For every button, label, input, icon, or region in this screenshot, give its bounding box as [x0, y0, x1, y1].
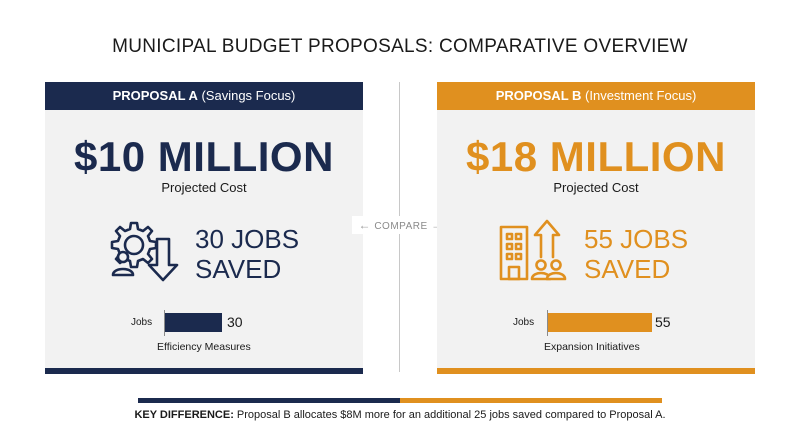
proposal-b-header: PROPOSAL B (Investment Focus) [437, 82, 755, 110]
proposal-a-bar-value: 30 [227, 314, 243, 330]
proposal-b-card: PROPOSAL B (Investment Focus) $18 MILLIO… [437, 82, 755, 374]
proposal-b-bar [548, 313, 652, 332]
building-people-up-arrow-icon [499, 219, 567, 281]
proposal-b-cost: $18 MILLION [466, 133, 726, 180]
proposal-a-focus: (Savings Focus) [201, 88, 296, 103]
proposal-b-jobs-line2: SAVED [584, 254, 671, 284]
proposal-b-jobs-bar: Jobs 55 [437, 310, 737, 336]
proposal-b-bar-value: 55 [655, 314, 671, 330]
proposal-b-bar-caption: Expansion Initiatives [544, 341, 640, 353]
proposal-a-card: PROPOSAL A (Savings Focus) $10 MILLION P… [45, 82, 363, 374]
proposal-a-bar-axis [164, 310, 165, 336]
key-difference-text: Proposal B allocates $8M more for an add… [233, 409, 666, 421]
proposal-b-cost-label: Projected Cost [553, 180, 639, 195]
proposal-a-jobs-line2: SAVED [195, 254, 282, 284]
proposal-a-bar [165, 313, 222, 332]
proposal-a-jobs: 30 JOBS SAVED [195, 224, 299, 284]
proposal-b-bar-axis [547, 310, 548, 336]
proposal-a-bottom-border [45, 368, 363, 374]
proposal-a-header: PROPOSAL A (Savings Focus) [45, 82, 363, 110]
proposal-b-bar-label: Jobs [513, 317, 535, 328]
key-difference-note: KEY DIFFERENCE: Proposal B allocates $8M… [0, 409, 800, 421]
left-arrow-icon: ← [358, 218, 372, 232]
proposal-b-name: PROPOSAL B [495, 88, 582, 103]
compare-label: ← COMPARE → [352, 216, 450, 234]
key-difference-bar-a [138, 398, 400, 403]
proposal-a-jobs-bar: Jobs 30 [45, 310, 345, 336]
proposal-b-jobs-line1: 55 JOBS [584, 224, 689, 254]
proposal-a-name: PROPOSAL A [112, 88, 198, 103]
proposal-a-jobs-line1: 30 JOBS [195, 224, 300, 254]
proposal-a-bar-label: Jobs [131, 317, 153, 328]
key-difference-label: KEY DIFFERENCE: [134, 409, 234, 421]
proposal-b-bottom-border [437, 368, 755, 374]
key-difference-bar-b [400, 398, 662, 403]
proposal-b-focus: (Investment Focus) [585, 88, 697, 103]
proposal-b-jobs: 55 JOBS SAVED [584, 224, 688, 284]
proposal-a-cost-label: Projected Cost [161, 180, 247, 195]
proposal-a-cost: $10 MILLION [74, 133, 334, 180]
proposal-a-bar-caption: Efficiency Measures [157, 341, 251, 353]
page-title: MUNICIPAL BUDGET PROPOSALS: COMPARATIVE … [112, 36, 688, 57]
gear-people-down-arrow-icon [110, 221, 179, 282]
compare-text: COMPARE [374, 221, 428, 232]
